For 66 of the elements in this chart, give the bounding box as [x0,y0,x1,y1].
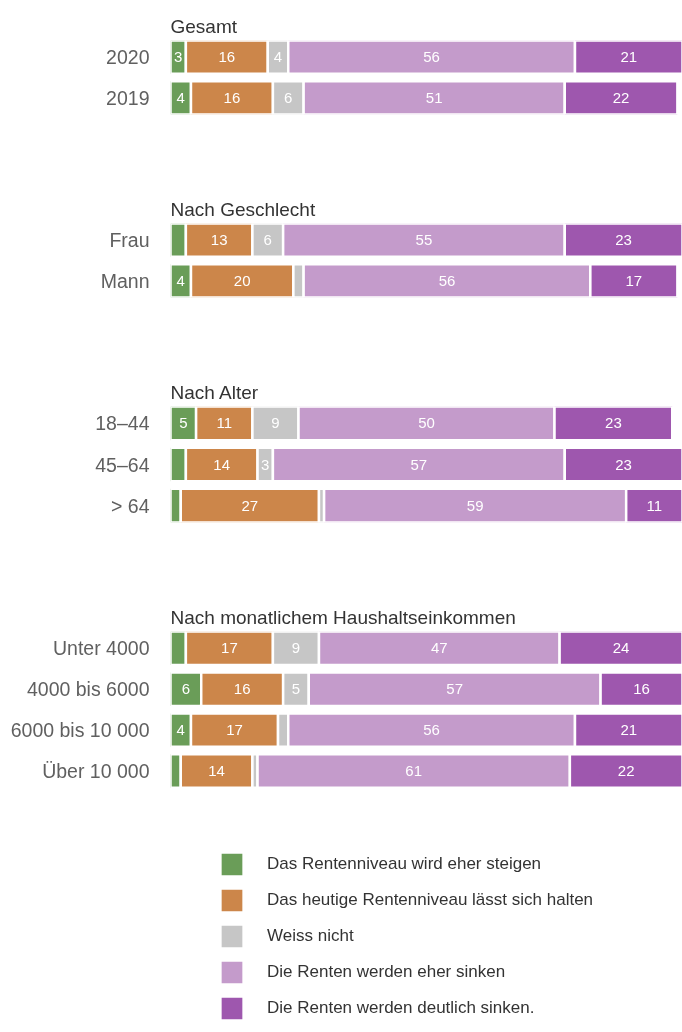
data-label: 9 [291,639,301,657]
data-label: 5 [179,414,188,432]
data-label: 21 [620,48,638,66]
data-label: 16 [223,88,241,106]
chart-title: Nach monatlichem Haushaltseinkommen [170,606,516,628]
y-tick-label: > 64 [111,494,150,517]
y-tick-label: Unter 4000 [53,637,150,660]
data-label: 11 [216,414,233,432]
data-label: 4 [176,88,185,106]
chart-title: Gesamt [170,15,238,37]
data-label: 6 [263,231,272,249]
y-tick-label: 45–64 [95,453,150,476]
data-label: 57 [446,680,464,698]
data-label: 56 [438,271,456,289]
data-label: 22 [612,88,630,106]
data-label: 59 [466,496,484,514]
data-label: 47 [430,639,448,657]
data-label: 24 [612,639,630,657]
legend-label: Das heutige Rentenniveau lässt sich halten [267,889,594,911]
data-label: 5 [291,680,301,698]
data-label: 4 [273,48,283,66]
y-tick-label: Mann [100,269,150,292]
legend-label: Das Rentenniveau wird eher steigen [267,853,542,875]
data-label: 57 [410,455,428,473]
data-label: 4 [176,721,185,739]
y-tick-label: 18–44 [95,412,150,435]
data-label: 9 [271,414,280,432]
y-tick-label: Frau [109,229,150,252]
data-label: 22 [617,762,635,780]
y-tick-label: 6000 bis 10 000 [10,719,150,742]
data-label: 21 [620,721,638,739]
data-label: 6 [284,88,293,106]
data-label: 23 [615,455,632,473]
data-label: 51 [425,88,443,106]
data-label: 16 [633,680,650,698]
data-label: 56 [423,48,440,66]
data-label: 23 [615,231,632,249]
legend-label: Weiss nicht [267,925,354,947]
data-label: 50 [418,414,435,432]
data-label: 6 [181,680,191,698]
y-tick-label: 2019 [106,86,150,109]
y-tick-label: 4000 bis 6000 [26,678,150,701]
legend-label: Die Renten werden deutlich sinken. [267,997,535,1019]
data-label: 3 [174,48,183,66]
data-label: 3 [261,455,270,473]
data-label: 23 [605,414,622,432]
chart-title: Nach Geschlecht [170,198,316,220]
data-label: 17 [221,639,238,657]
data-label: 56 [423,721,440,739]
data-label: 14 [213,455,231,473]
y-tick-label: 2020 [106,46,150,69]
data-label: 4 [176,271,185,289]
data-label: 61 [405,762,423,780]
legend-label: Die Renten werden eher sinken [267,961,506,983]
y-tick-label: Über 10 000 [42,760,150,783]
data-label: 17 [226,721,243,739]
data-label: 27 [241,496,259,514]
data-label: 11 [646,496,663,514]
data-label: 20 [233,271,251,289]
data-label: 13 [210,231,228,249]
data-label: 17 [625,271,643,289]
chart-title: Nach Alter [170,381,259,403]
data-label: 14 [208,762,225,780]
data-label: 55 [415,231,433,249]
data-label: 16 [233,680,251,698]
data-label: 16 [218,48,236,66]
